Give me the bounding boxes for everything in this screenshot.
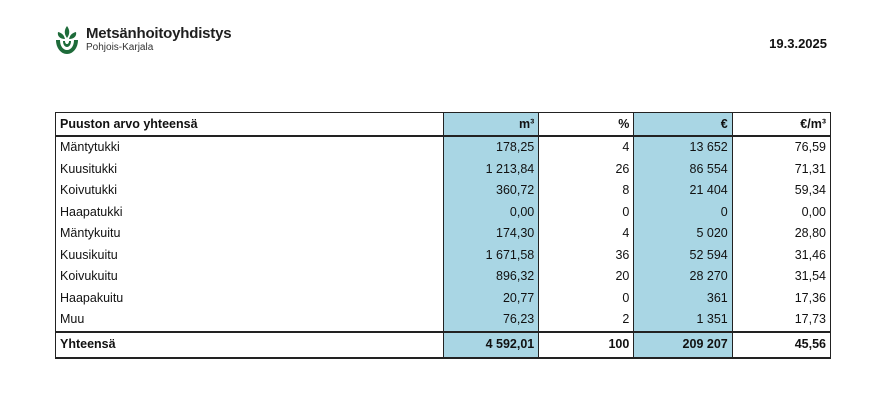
cell-eur-per-m3: 59,34 (731, 180, 832, 202)
table-total-row: Yhteensä 4 592,01 100 209 207 45,56 (55, 330, 832, 359)
row-label: Muu (55, 309, 444, 332)
table-row: Kuusitukki 1 213,84 26 86 554 71,31 (55, 158, 832, 180)
total-eur-per-m3: 45,56 (731, 330, 832, 359)
cell-m3: 76,23 (442, 309, 540, 332)
cell-percent: 4 (538, 136, 635, 159)
cell-m3: 1 671,58 (442, 244, 540, 266)
mhy-leaf-logo-icon (56, 26, 78, 54)
row-label: Kuusikuitu (55, 244, 444, 266)
column-header-eur-per-m3: €/m³ (731, 112, 832, 137)
cell-eur-per-m3: 76,59 (731, 136, 832, 159)
cell-m3: 360,72 (442, 180, 540, 202)
row-label: Kuusitukki (55, 158, 444, 180)
cell-eur-per-m3: 17,73 (731, 309, 832, 332)
cell-eur: 13 652 (633, 136, 733, 159)
column-header-m3: m³ (442, 112, 540, 137)
cell-eur: 28 270 (633, 266, 733, 288)
cell-eur-per-m3: 17,36 (731, 287, 832, 309)
cell-eur: 21 404 (633, 180, 733, 202)
cell-percent: 20 (538, 266, 635, 288)
table-row: Kuusikuitu 1 671,58 36 52 594 31,46 (55, 244, 832, 266)
cell-eur-per-m3: 28,80 (731, 223, 832, 245)
row-label: Haapakuitu (55, 287, 444, 309)
table-row: Koivutukki 360,72 8 21 404 59,34 (55, 180, 832, 202)
cell-m3: 178,25 (442, 136, 540, 159)
row-label: Koivutukki (55, 180, 444, 202)
cell-m3: 896,32 (442, 266, 540, 288)
table-row: Haapatukki 0,00 0 0 0,00 (55, 201, 832, 223)
row-label: Haapatukki (55, 201, 444, 223)
organization-logo: Metsänhoitoyhdistys Pohjois-Karjala (54, 24, 232, 56)
cell-eur: 361 (633, 287, 733, 309)
cell-eur: 1 351 (633, 309, 733, 332)
cell-m3: 174,30 (442, 223, 540, 245)
column-header-eur: € (633, 112, 733, 137)
table-row: Haapakuitu 20,77 0 361 17,36 (55, 287, 832, 309)
timber-value-table: Puuston arvo yhteensä m³ % € €/m³ Mäntyt… (55, 112, 832, 359)
row-label: Mäntykuitu (55, 223, 444, 245)
cell-eur: 5 020 (633, 223, 733, 245)
organization-name: Metsänhoitoyhdistys (86, 25, 232, 43)
cell-percent: 8 (538, 180, 635, 202)
cell-eur: 86 554 (633, 158, 733, 180)
total-percent: 100 (538, 330, 635, 359)
total-m3: 4 592,01 (442, 330, 540, 359)
cell-m3: 0,00 (442, 201, 540, 223)
cell-eur: 0 (633, 201, 733, 223)
column-header-percent: % (538, 112, 635, 137)
cell-eur-per-m3: 0,00 (731, 201, 832, 223)
cell-percent: 0 (538, 287, 635, 309)
cell-eur-per-m3: 31,54 (731, 266, 832, 288)
table-row: Koivukuitu 896,32 20 28 270 31,54 (55, 266, 832, 288)
cell-percent: 4 (538, 223, 635, 245)
cell-percent: 36 (538, 244, 635, 266)
table-row: Mäntytukki 178,25 4 13 652 76,59 (55, 136, 832, 159)
total-label: Yhteensä (55, 330, 444, 359)
total-eur: 209 207 (633, 330, 733, 359)
cell-eur-per-m3: 71,31 (731, 158, 832, 180)
column-header-label: Puuston arvo yhteensä (55, 112, 444, 137)
organization-region: Pohjois-Karjala (86, 42, 154, 54)
cell-percent: 26 (538, 158, 635, 180)
cell-m3: 1 213,84 (442, 158, 540, 180)
cell-percent: 0 (538, 201, 635, 223)
row-label: Mäntytukki (55, 136, 444, 159)
table-row: Muu 76,23 2 1 351 17,73 (55, 309, 832, 332)
cell-m3: 20,77 (442, 287, 540, 309)
cell-eur: 52 594 (633, 244, 733, 266)
row-label: Koivukuitu (55, 266, 444, 288)
cell-eur-per-m3: 31,46 (731, 244, 832, 266)
table-header-row: Puuston arvo yhteensä m³ % € €/m³ (55, 112, 832, 137)
report-date: 19.3.2025 (769, 36, 827, 51)
table-row: Mäntykuitu 174,30 4 5 020 28,80 (55, 223, 832, 245)
cell-percent: 2 (538, 309, 635, 332)
